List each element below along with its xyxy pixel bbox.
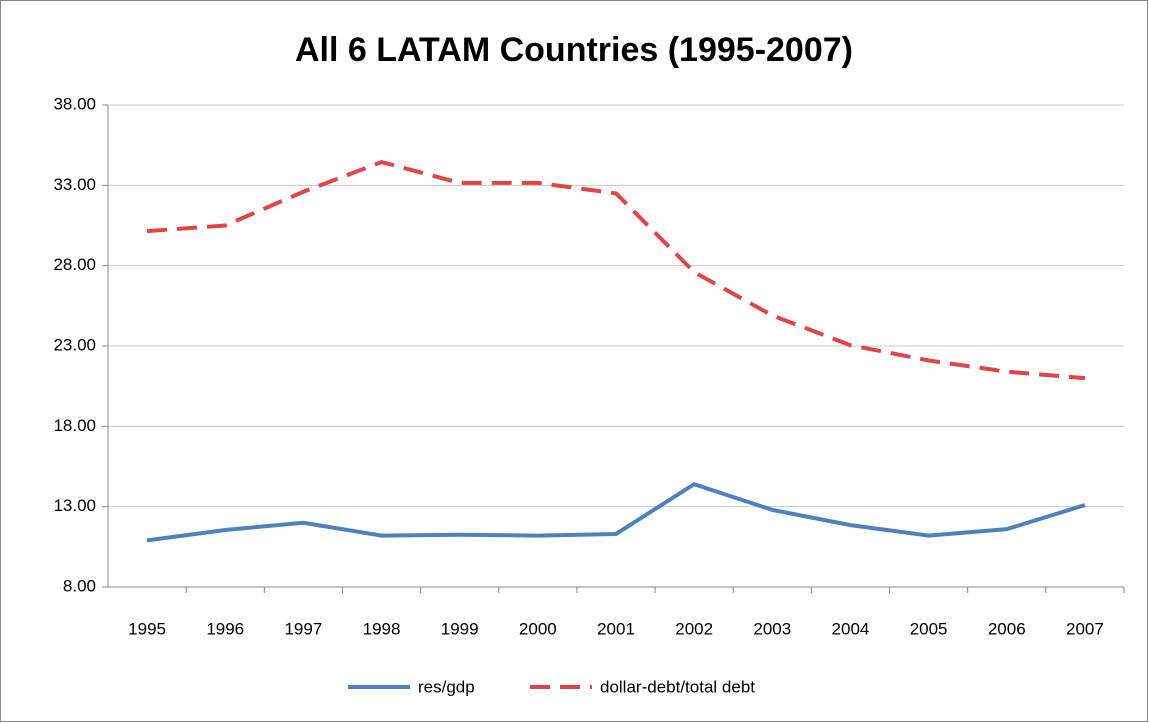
series-line <box>146 159 1086 381</box>
legend-label: res/gdp <box>418 677 475 696</box>
x-tick-label: 2007 <box>1066 619 1104 638</box>
y-tick-label: 13.00 <box>53 496 96 515</box>
chart-title: All 6 LATAM Countries (1995-2007) <box>295 31 853 69</box>
x-tick-label: 1998 <box>363 619 401 638</box>
x-tick-label: 2004 <box>832 619 870 638</box>
x-tick-label: 2001 <box>597 619 635 638</box>
y-tick-label: 8.00 <box>63 576 96 595</box>
x-tick-label: 1996 <box>206 619 244 638</box>
x-tick-label: 2000 <box>519 619 557 638</box>
x-tick-label: 2005 <box>910 619 948 638</box>
y-tick-label: 38.00 <box>53 94 96 113</box>
y-tick-label: 18.00 <box>53 416 96 435</box>
y-tick-label: 23.00 <box>53 335 96 354</box>
series-line <box>146 481 1086 543</box>
x-tick-label: 1995 <box>128 619 166 638</box>
x-tick-label: 2002 <box>675 619 713 638</box>
x-tick-label: 1999 <box>441 619 479 638</box>
x-tick-label: 2003 <box>753 619 791 638</box>
y-tick-label: 33.00 <box>53 175 96 194</box>
x-tick-label: 1997 <box>284 619 322 638</box>
legend-label: dollar-debt/total debt <box>600 677 755 696</box>
x-tick-label: 2006 <box>988 619 1026 638</box>
y-tick-label: 28.00 <box>53 255 96 274</box>
